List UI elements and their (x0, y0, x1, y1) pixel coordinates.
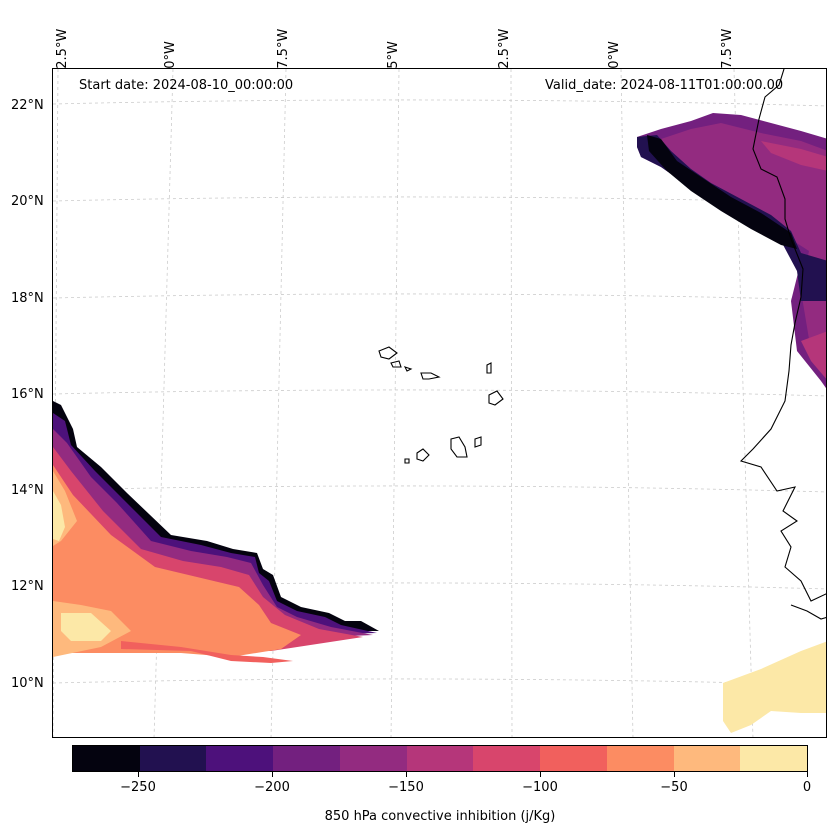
colorbar-tick-label: −50 (660, 780, 688, 795)
cin-field-northeast (637, 113, 826, 733)
colorbar-tick-label: −200 (254, 780, 290, 795)
colorbar-title: 850 hPa convective inhibition (j/Kg) (324, 809, 556, 824)
colorbar-segment (273, 746, 340, 771)
lat-label-18n: 18°N (11, 291, 44, 306)
colorbar-segment (406, 746, 474, 771)
colorbar-segment (740, 746, 808, 771)
lat-label-20n: 20°N (11, 194, 44, 209)
colorbar-segment (606, 746, 674, 771)
colorbar-tick-label: −100 (522, 780, 558, 795)
colorbar-segment (339, 746, 407, 771)
lat-label-14n: 14°N (11, 483, 44, 498)
cin-field-southwest (53, 401, 379, 663)
colorbar-tick-label: −250 (120, 780, 156, 795)
colorbar-tick (674, 772, 675, 777)
valid-date-label: Valid_date: 2024-08-11T01:00:00.00 (545, 78, 784, 93)
map-panel (52, 68, 827, 738)
start-date-label: Start date: 2024-08-10_00:00:00 (79, 78, 294, 93)
lat-label-16n: 16°N (11, 387, 44, 402)
colorbar-tick (272, 772, 273, 777)
colorbar-segment (473, 746, 541, 771)
colorbar-segment (673, 746, 741, 771)
colorbar-tick (406, 772, 407, 777)
colorbar-tick (138, 772, 139, 777)
coastline (739, 69, 826, 620)
lat-label-22n: 22°N (11, 98, 44, 113)
colorbar (72, 745, 808, 772)
colorbar-tick-label: 0 (802, 780, 812, 795)
cape-verde-islands (378, 346, 504, 464)
colorbar-segment (139, 746, 207, 771)
colorbar-tick (807, 772, 808, 777)
colorbar-segment (73, 746, 140, 771)
colorbar-tick (540, 772, 541, 777)
colorbar-segment (206, 746, 274, 771)
colorbar-segment (540, 746, 607, 771)
map-canvas (53, 69, 826, 737)
lat-label-12n: 12°N (11, 579, 44, 594)
colorbar-tick-label: −150 (388, 780, 424, 795)
lat-label-10n: 10°N (11, 676, 44, 691)
